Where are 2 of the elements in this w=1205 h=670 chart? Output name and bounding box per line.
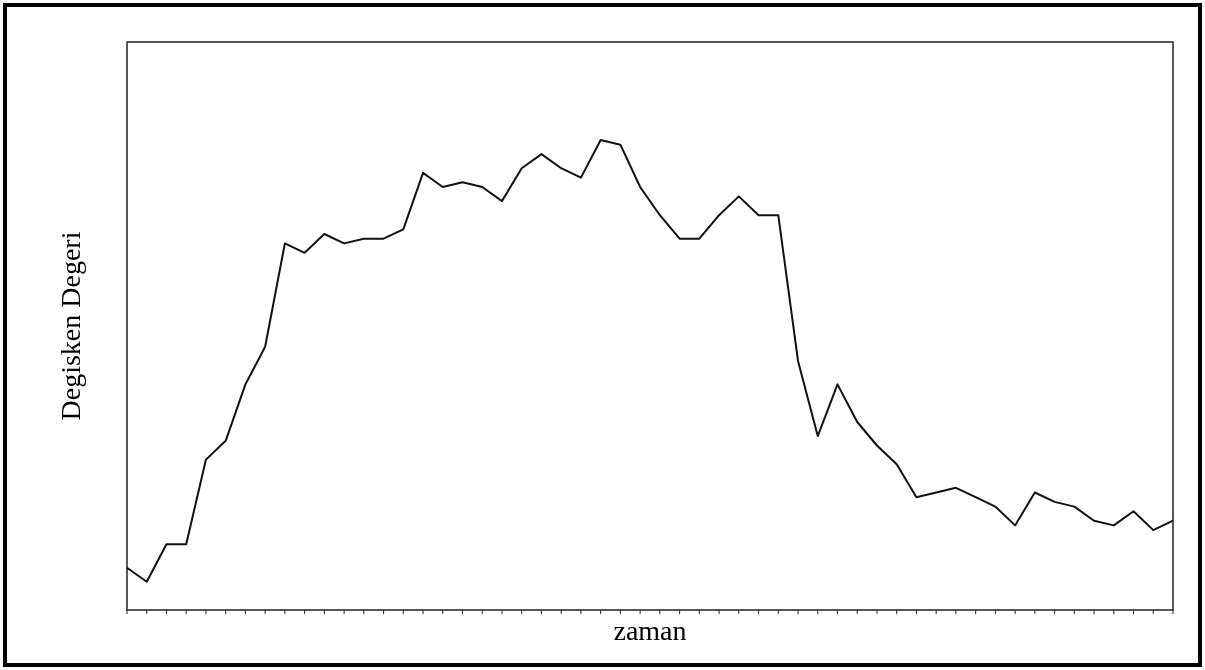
x-axis-title: zaman bbox=[613, 615, 687, 646]
y-axis-title: Degisken Degeri bbox=[55, 231, 86, 421]
